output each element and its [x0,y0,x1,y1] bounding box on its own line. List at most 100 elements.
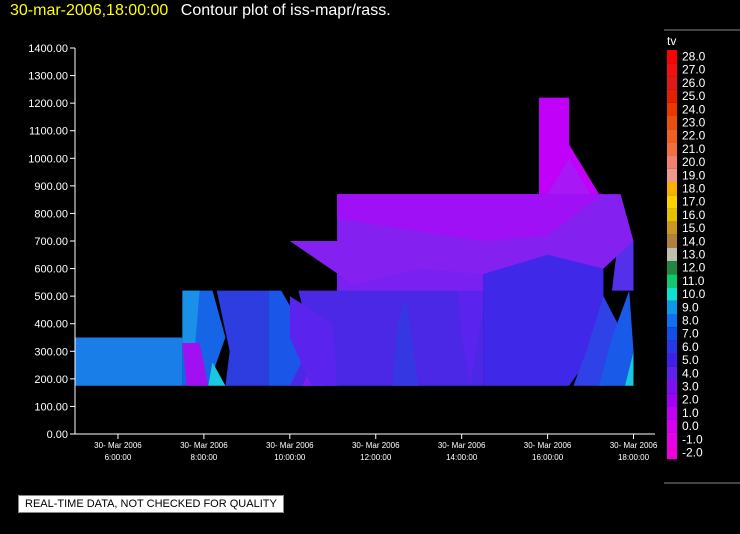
colorbar-value: 2.0 [682,393,699,407]
colorbar-value: 15.0 [682,221,706,235]
y-tick-label: 700.00 [34,236,68,248]
x-tick-time: 10:00:00 [274,453,306,462]
y-tick-label: 1200.00 [28,98,68,110]
contour-region-20 [547,158,591,195]
colorbar-value: 10.0 [682,287,706,301]
colorbar-swatch [667,261,677,275]
contour-region-5 [216,290,269,386]
colorbar-swatch [667,182,677,196]
colorbar-value: 12.0 [682,261,706,275]
colorbar-swatch [667,155,677,169]
colorbar-value: 22.0 [682,129,706,143]
y-tick-label: 400.00 [34,319,68,331]
colorbar-value: 18.0 [682,182,706,196]
x-tick-date: 30- Mar 2006 [94,441,142,450]
colorbar-value: 17.0 [682,195,706,209]
colorbar-swatch [667,168,677,182]
y-tick-label: 1300.00 [28,71,68,83]
contour-region-21 [289,296,338,386]
x-tick-time: 18:00:00 [618,453,650,462]
colorbar-swatch [667,287,677,301]
colorbar-value: 19.0 [682,168,706,182]
colorbar-swatch [667,274,677,288]
y-tick-label: 200.00 [34,374,68,386]
x-tick-date: 30- Mar 2006 [610,441,658,450]
contour-region-11 [457,268,484,386]
y-tick-label: 0.00 [47,429,68,441]
x-tick-time: 6:00:00 [105,453,132,462]
colorbar-swatch [667,406,677,420]
colorbar-swatch [667,234,677,248]
contour-region-2 [182,290,200,343]
y-tick-label: 900.00 [34,181,68,193]
colorbar-swatch [667,221,677,235]
x-tick-time: 12:00:00 [360,453,392,462]
colorbar-value: 16.0 [682,208,706,222]
colorbar-value: 13.0 [682,248,706,262]
quality-footnote: REAL-TIME DATA, NOT CHECKED FOR QUALITY [18,495,284,513]
y-tick-label: 800.00 [34,208,68,220]
contour-region-15 [612,241,634,291]
colorbar-value: 6.0 [682,340,699,354]
colorbar-swatch [667,142,677,156]
colorbar-swatch [667,195,677,209]
axes: 0.00 100.00 200.00 300.00 400.00 500.00 600.00… [28,43,658,462]
y-tick-label: 1000.00 [28,153,68,165]
x-tick-time: 14:00:00 [446,453,478,462]
colorbar-value: 4.0 [682,366,699,380]
x-tick-date: 30- Mar 2006 [266,441,314,450]
y-tick-label: 1400.00 [28,43,68,55]
colorbar-value: 28.0 [682,50,706,64]
contour-region-6 [268,290,312,386]
colorbar-swatch [667,129,677,143]
colorbar-swatch [667,340,677,354]
colorbar-value: 7.0 [682,327,699,341]
colorbar-value: 23.0 [682,116,706,130]
colorbar-swatch [667,393,677,407]
colorbar-value: 26.0 [682,76,706,90]
colorbar-swatch [667,380,677,394]
colorbar-value: 14.0 [682,234,706,248]
x-tick-time: 8:00:00 [191,453,218,462]
colorbar: tv 28.027.026.025.024.023.022.021.020.019… [664,29,740,484]
colorbar-value: 8.0 [682,314,699,328]
colorbar-value: 11.0 [682,274,705,288]
colorbar-swatch [667,419,677,433]
x-tick-date: 30- Mar 2006 [524,441,572,450]
contour-region-9 [392,298,419,386]
colorbar-value: 5.0 [682,353,699,367]
colorbar-value: 25.0 [682,89,706,103]
colorbar-swatch [667,248,677,262]
colorbar-label: tv [667,34,676,48]
contour-region-3 [182,343,209,386]
colorbar-swatch [667,432,677,446]
contour-region-10 [483,241,604,386]
colorbar-swatch [667,366,677,380]
colorbar-value: -2.0 [682,446,703,460]
colorbar-swatch [667,102,677,116]
contour-region-19 [539,97,600,195]
x-tick-date: 30- Mar 2006 [438,441,486,450]
y-tick-label: 1100.00 [29,126,68,138]
colorbar-swatch [667,446,677,460]
y-tick-label: 600.00 [34,264,68,276]
colorbar-value: 3.0 [682,380,699,394]
title-bar: 30-mar-2006,18:00:00 Contour plot of iss… [10,2,391,20]
colorbar-value: 9.0 [682,300,699,314]
colorbar-swatch [667,63,677,77]
contour-regions [75,97,634,386]
colorbar-swatch [667,76,677,90]
colorbar-value: 24.0 [682,102,706,116]
colorbar-value: 0.0 [682,419,699,433]
colorbar-swatch [667,208,677,222]
plot-timestamp: 30-mar-2006,18:00:00 [10,2,169,19]
colorbar-value: 20.0 [682,155,706,169]
y-tick-label: 300.00 [34,346,68,358]
colorbar-value: 21.0 [682,142,706,156]
contour-region-13 [599,290,634,386]
y-tick-label: 100.00 [34,401,68,413]
colorbar-swatch [667,89,677,103]
colorbar-value: 27.0 [682,63,706,77]
contour-region-4 [208,362,226,386]
